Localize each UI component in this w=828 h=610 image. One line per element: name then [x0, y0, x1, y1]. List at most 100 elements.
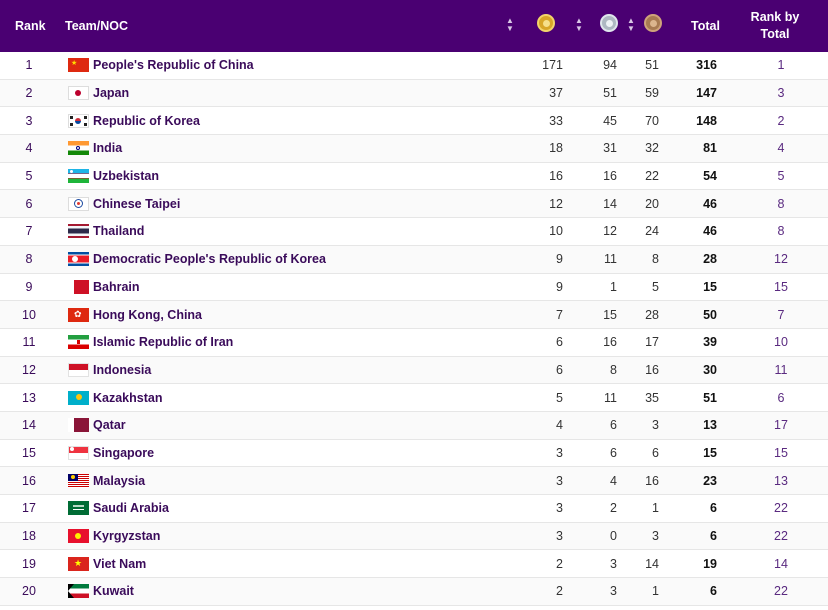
- bronze-medal-icon: [644, 14, 662, 32]
- sort-icon[interactable]: ▲ ▼: [575, 16, 583, 33]
- table-row[interactable]: 17 Saudi Arabia 3 2 1 6 22: [0, 495, 828, 523]
- table-row[interactable]: 19 ★ Viet Nam 2 3 14 19 14: [0, 550, 828, 579]
- table-row[interactable]: 8 Democratic People's Republic of Korea 9 1…: [0, 245, 828, 274]
- rank-by-total-cell: 13: [774, 473, 788, 488]
- table-row[interactable]: 11 Islamic Republic of Iran 6 16 17 39 10: [0, 329, 828, 357]
- flag-cell: [68, 357, 89, 384]
- table-row[interactable]: 14 Qatar 4 6 3 13 17: [0, 411, 828, 440]
- header-team[interactable]: Team/NOC: [65, 19, 128, 33]
- table-row[interactable]: 12 Indonesia 6 8 16 30 11: [0, 356, 828, 385]
- gold-count: 3: [556, 529, 563, 544]
- bronze-count: 51: [645, 58, 659, 73]
- header-rank[interactable]: Rank: [15, 19, 46, 33]
- sort-icon[interactable]: ▲ ▼: [627, 16, 635, 33]
- bronze-count: 3: [652, 418, 659, 433]
- silver-count: 45: [603, 113, 617, 128]
- total-count: 19: [703, 556, 717, 571]
- table-row[interactable]: 3 Republic of Korea 33 45 70 148 2: [0, 107, 828, 136]
- table-row[interactable]: 16 Malaysia 3 4 16 23 13: [0, 467, 828, 495]
- team-name-link[interactable]: Islamic Republic of Iran: [93, 335, 234, 350]
- team-name-link[interactable]: Singapore: [93, 445, 155, 460]
- flag-indonesia-icon: [68, 362, 89, 377]
- flag-cell: [68, 246, 89, 273]
- team-name-link[interactable]: Kuwait: [93, 584, 134, 599]
- rank-by-total-cell: 8: [777, 224, 785, 239]
- gold-count: 9: [556, 252, 563, 267]
- gold-count: 18: [549, 141, 563, 156]
- gold-count: 7: [556, 307, 563, 322]
- rank-by-total-cell: 3: [777, 86, 785, 101]
- silver-count: 6: [610, 445, 617, 460]
- silver-count: 6: [610, 418, 617, 433]
- table-row[interactable]: 15 Singapore 3 6 6 15 15: [0, 440, 828, 468]
- flag-thailand-icon: [68, 224, 89, 239]
- team-name-link[interactable]: Chinese Taipei: [93, 196, 181, 211]
- table-row[interactable]: 1 ★ People's Republic of China 171 94 51 316 1: [0, 52, 828, 80]
- silver-count: 11: [604, 390, 617, 405]
- team-name-link[interactable]: Japan: [93, 86, 130, 101]
- silver-count: 0: [610, 529, 617, 544]
- rank-by-total-cell: 15: [774, 279, 788, 294]
- table-row[interactable]: 18 Kyrgyzstan 3 0 3 6 22: [0, 522, 828, 551]
- team-name-link[interactable]: Hong Kong, China: [93, 307, 203, 322]
- rank-cell: 4: [25, 141, 33, 156]
- table-row[interactable]: 20 Kuwait 2 3 1 6 22: [0, 578, 828, 606]
- flag-japan-icon: [68, 86, 89, 101]
- silver-count: 11: [604, 252, 617, 267]
- header-total[interactable]: Total: [691, 19, 720, 33]
- total-count: 30: [703, 362, 717, 377]
- gold-count: 5: [556, 390, 563, 405]
- table-row[interactable]: 6 Chinese Taipei 12 14 20 46 8: [0, 190, 828, 219]
- bronze-count: 22: [645, 169, 659, 184]
- team-name-link[interactable]: Qatar: [93, 418, 126, 433]
- silver-count: 14: [603, 196, 617, 211]
- silver-count: 1: [610, 279, 617, 294]
- rank-cell: 17: [22, 501, 36, 516]
- team-name-link[interactable]: People's Republic of China: [93, 58, 254, 73]
- bronze-count: 3: [652, 529, 659, 544]
- silver-count: 15: [603, 307, 617, 322]
- gold-count: 9: [556, 279, 563, 294]
- team-name-link[interactable]: Viet Nam: [93, 556, 147, 571]
- table-row[interactable]: 7 Thailand 10 12 24 46 8: [0, 218, 828, 246]
- table-row[interactable]: 9 Bahrain 9 1 5 15 15: [0, 274, 828, 302]
- table-row[interactable]: 10 ✿ Hong Kong, China 7 15 28 50 7: [0, 301, 828, 329]
- team-name-link[interactable]: India: [93, 141, 123, 156]
- total-count: 15: [703, 279, 717, 294]
- header-rank-by-total[interactable]: Rank by Total: [750, 10, 800, 41]
- flag-singapore-icon: [68, 445, 89, 460]
- team-name-link[interactable]: Kyrgyzstan: [93, 529, 161, 544]
- gold-count: 171: [542, 58, 563, 73]
- team-name-link[interactable]: Malaysia: [93, 473, 146, 488]
- team-name-link[interactable]: Kazakhstan: [93, 390, 163, 405]
- silver-count: 51: [603, 86, 617, 101]
- team-name-link[interactable]: Indonesia: [93, 362, 152, 377]
- rank-cell: 14: [22, 418, 36, 433]
- table-row[interactable]: 5 Uzbekistan 16 16 22 54 5: [0, 163, 828, 191]
- rank-by-total-cell: 7: [777, 307, 785, 322]
- table-row[interactable]: 2 Japan 37 51 59 147 3: [0, 79, 828, 108]
- total-count: 13: [703, 418, 717, 433]
- total-count: 81: [703, 141, 717, 156]
- rank-cell: 19: [22, 556, 36, 571]
- total-count: 50: [703, 307, 717, 322]
- gold-count: 6: [556, 362, 563, 377]
- team-name-link[interactable]: Republic of Korea: [93, 113, 200, 128]
- rank-cell: 10: [22, 307, 36, 322]
- team-name-link[interactable]: Thailand: [93, 224, 145, 239]
- bronze-count: 1: [652, 501, 659, 516]
- rank-by-total-cell: 22: [774, 584, 788, 599]
- flag-saudi-arabia-icon: [68, 501, 89, 516]
- team-name-link[interactable]: Saudi Arabia: [93, 501, 169, 516]
- team-name-link[interactable]: Bahrain: [93, 279, 140, 294]
- flag-cell: [68, 578, 89, 605]
- silver-count: 3: [610, 584, 617, 599]
- table-row[interactable]: 13 Kazakhstan 5 11 35 51 6: [0, 384, 828, 412]
- team-name-link[interactable]: Uzbekistan: [93, 169, 159, 184]
- team-name-link[interactable]: Democratic People's Republic of Korea: [93, 252, 326, 267]
- table-row[interactable]: 4 India 18 31 32 81 4: [0, 135, 828, 163]
- sort-icon[interactable]: ▲ ▼: [506, 16, 514, 33]
- total-count: 147: [696, 86, 717, 101]
- flag-cell: [68, 412, 89, 439]
- bronze-count: 32: [645, 141, 659, 156]
